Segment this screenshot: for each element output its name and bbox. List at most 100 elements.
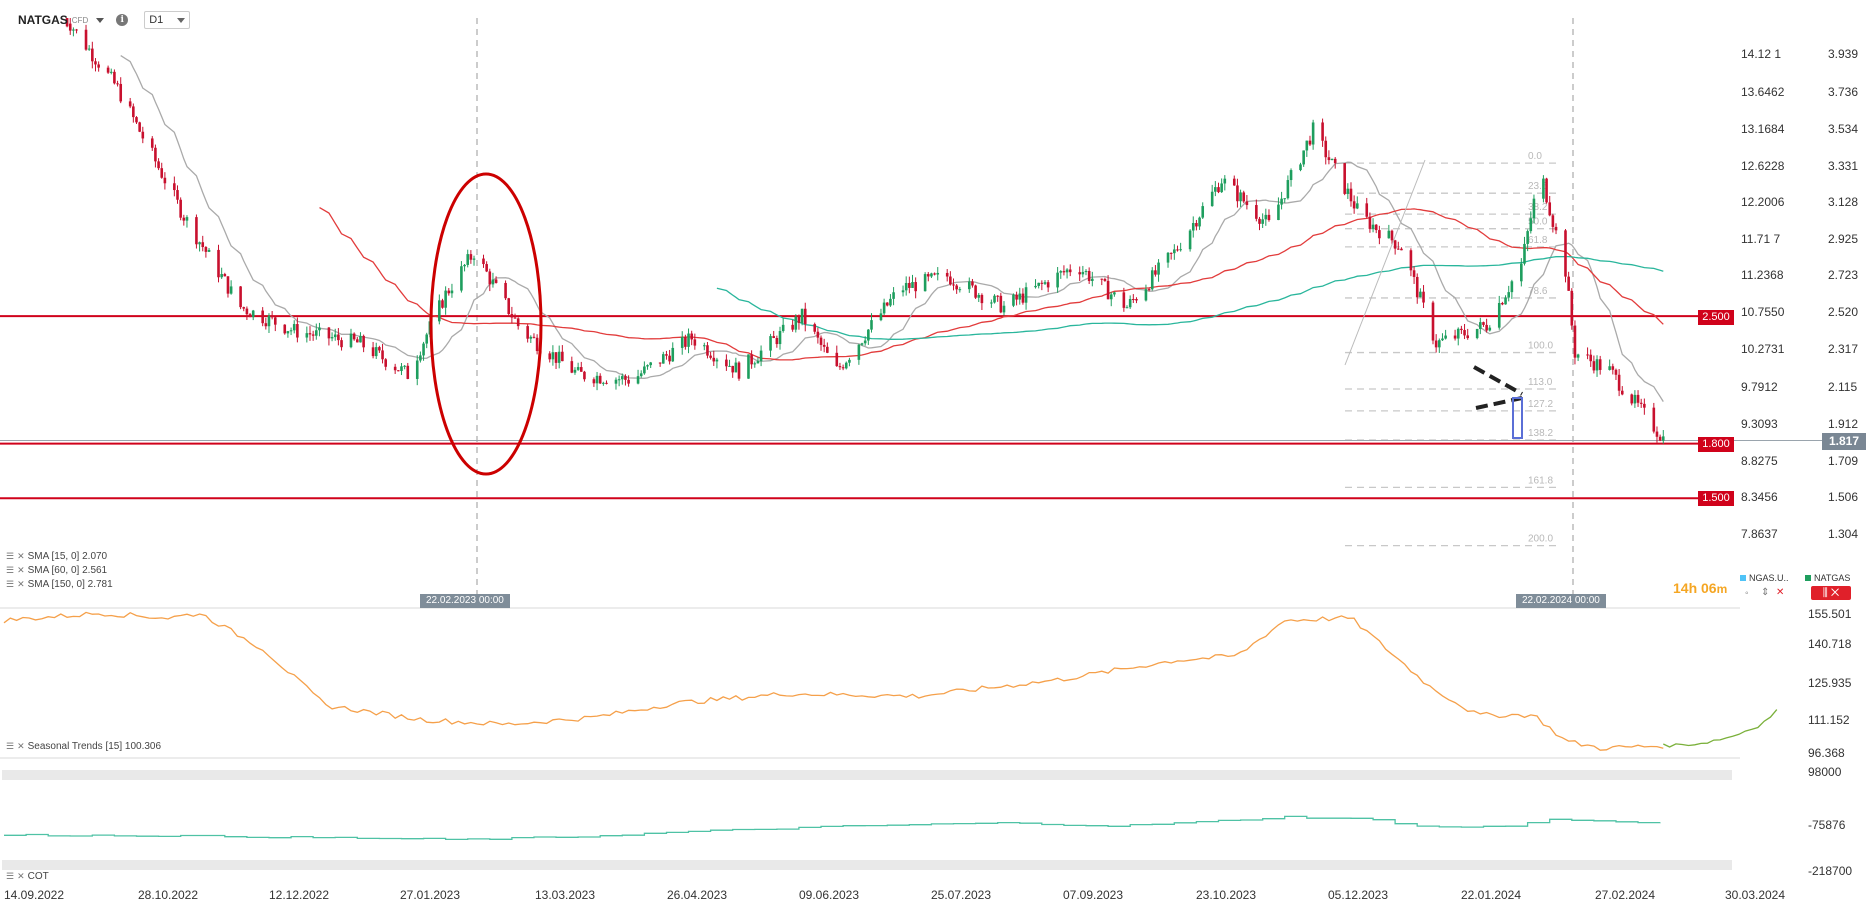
annotation-box xyxy=(1512,397,1523,439)
candle-body xyxy=(1012,294,1015,306)
candle-body xyxy=(327,327,331,339)
candle-body xyxy=(561,351,564,362)
candle-body xyxy=(576,367,580,370)
candle-body xyxy=(381,350,384,360)
candle-body xyxy=(1482,322,1485,325)
candle-body xyxy=(870,320,873,330)
cot-line xyxy=(4,815,1661,841)
indicator-sma150[interactable]: ☰ ✕ SMA [150, 0] 2.781 xyxy=(6,579,113,590)
indicator-seasonal[interactable]: ☰ ✕ Seasonal Trends [15] 100.306 xyxy=(6,741,161,752)
candle-body xyxy=(1217,187,1220,193)
candle-body xyxy=(1390,230,1394,241)
candle-body xyxy=(848,359,851,363)
indicator-label: SMA [150, 0] 2.781 xyxy=(27,579,113,590)
candle-body xyxy=(1024,287,1028,303)
eye-icon[interactable]: ◦ xyxy=(1745,588,1749,599)
candle-body xyxy=(526,326,529,339)
candle-body xyxy=(1040,282,1044,284)
candle-body xyxy=(1261,219,1264,224)
candle-body xyxy=(971,281,974,286)
x-axis-tick: 12.12.2022 xyxy=(268,888,330,902)
menu-icon[interactable]: ☰ xyxy=(6,565,15,575)
close-icon[interactable]: ✕ xyxy=(17,565,25,575)
menu-icon[interactable]: ☰ xyxy=(6,579,15,589)
candle-body xyxy=(1232,178,1236,186)
close-icon[interactable]: ✕ xyxy=(1776,587,1785,598)
candle-body xyxy=(87,48,91,50)
candle-body xyxy=(826,346,829,353)
candle-body xyxy=(1438,340,1441,348)
candle-body xyxy=(1551,215,1555,227)
candle-body xyxy=(267,315,271,327)
candle-body xyxy=(72,29,75,31)
candle-body xyxy=(797,316,801,323)
level-tag-1500[interactable]: 1.500 xyxy=(1698,491,1734,506)
indicator-sma60[interactable]: ☰ ✕ SMA [60, 0] 2.561 xyxy=(6,565,107,576)
level-tag-2500[interactable]: 2.500 xyxy=(1698,310,1734,325)
level-tag-1800[interactable]: 1.800 xyxy=(1698,437,1734,452)
candle-body xyxy=(308,333,312,335)
candle-body xyxy=(1021,293,1025,303)
candle-body xyxy=(1128,299,1132,308)
candle-body xyxy=(422,343,425,356)
y-right-tick: 2.520 xyxy=(1828,305,1859,319)
candle-body xyxy=(759,350,763,362)
candle-body xyxy=(1378,230,1381,239)
candle-body xyxy=(709,355,712,358)
candle-body xyxy=(1087,270,1091,281)
candle-body xyxy=(1084,270,1088,272)
candle-body xyxy=(113,71,116,84)
legend-natgas[interactable]: NATGAS xyxy=(1805,573,1850,583)
remove-button[interactable]: ⫼ ✕ xyxy=(1811,586,1851,600)
candle-body xyxy=(800,308,804,323)
candle-body xyxy=(229,286,233,294)
y-left-tick: 7.8637 xyxy=(1741,527,1778,541)
candle-body xyxy=(485,264,488,272)
close-icon[interactable]: ✕ xyxy=(17,551,25,561)
chevron-down-icon[interactable] xyxy=(96,17,105,23)
candle-body xyxy=(1188,230,1192,250)
close-icon[interactable]: ✕ xyxy=(17,871,25,881)
candle-body xyxy=(778,331,782,345)
sort-icon[interactable]: ⇕ xyxy=(1761,587,1770,598)
candle-body xyxy=(198,242,201,245)
candle-body xyxy=(1147,289,1151,291)
candle-body xyxy=(195,217,198,245)
candle-body xyxy=(248,314,252,318)
indicator-cot[interactable]: ☰ ✕ COT xyxy=(6,871,49,882)
menu-icon[interactable]: ☰ xyxy=(6,551,15,561)
candle-body xyxy=(996,295,999,297)
candle-body xyxy=(1441,338,1444,341)
y-left-tick: 14.12 1 xyxy=(1741,47,1782,61)
x-axis-tick: 05.12.2023 xyxy=(1327,888,1389,902)
symbol-name[interactable]: NATGAS xyxy=(18,13,68,27)
menu-icon[interactable]: ☰ xyxy=(6,741,15,751)
legend-ngas[interactable]: NGAS.U.. xyxy=(1740,573,1789,583)
y-right-tick: 3.736 xyxy=(1828,85,1859,99)
candle-body xyxy=(1520,263,1523,282)
candle-body xyxy=(1043,282,1047,284)
candle-body xyxy=(901,290,905,293)
timeframe-select[interactable]: D1 xyxy=(144,11,191,29)
candle-body xyxy=(1321,122,1324,141)
candle-body xyxy=(1497,303,1501,328)
candle-body xyxy=(753,363,757,365)
timeframe-value: D1 xyxy=(149,14,164,26)
candle-body xyxy=(1434,340,1438,348)
candle-body xyxy=(658,362,662,364)
candle-body xyxy=(1056,272,1059,288)
close-icon[interactable]: ✕ xyxy=(17,741,25,751)
candle-body xyxy=(1103,278,1107,281)
candle-body xyxy=(374,347,378,357)
candle-body xyxy=(1223,178,1227,184)
candle-body xyxy=(419,355,422,361)
candle-body xyxy=(1576,354,1580,358)
indicator-sma15[interactable]: ☰ ✕ SMA [15, 0] 2.070 xyxy=(6,551,107,562)
close-icon[interactable]: ✕ xyxy=(17,579,25,589)
candle-body xyxy=(1135,299,1138,301)
candle-body xyxy=(466,254,470,265)
info-icon[interactable]: i xyxy=(116,14,129,26)
candle-body xyxy=(340,340,343,348)
menu-icon[interactable]: ☰ xyxy=(6,871,15,881)
